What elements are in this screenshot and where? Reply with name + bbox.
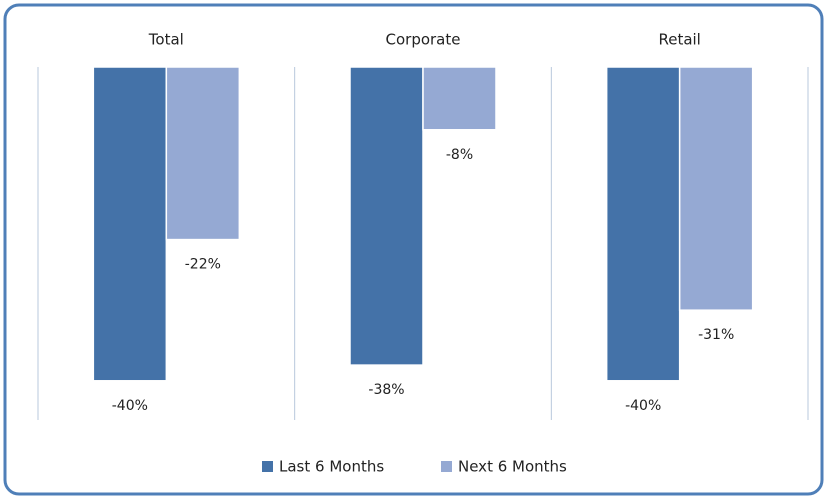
bar bbox=[349, 66, 424, 366]
category-label: Total bbox=[148, 31, 184, 49]
category-label: Retail bbox=[658, 31, 700, 49]
legend-swatch bbox=[441, 461, 452, 472]
data-label: -22% bbox=[185, 257, 221, 273]
legend-label: Next 6 Months bbox=[458, 458, 567, 476]
data-label: -40% bbox=[112, 398, 148, 414]
legend-label: Last 6 Months bbox=[279, 458, 384, 476]
data-label: -40% bbox=[625, 398, 661, 414]
data-label: -8% bbox=[446, 147, 473, 163]
bar bbox=[605, 66, 681, 382]
bar bbox=[92, 66, 168, 382]
legend-swatch bbox=[262, 461, 273, 472]
category-label: Corporate bbox=[386, 31, 461, 49]
bar bbox=[678, 66, 754, 311]
bar bbox=[422, 66, 497, 131]
bar bbox=[165, 66, 241, 241]
data-label: -38% bbox=[368, 382, 404, 398]
data-label: -31% bbox=[698, 327, 734, 343]
